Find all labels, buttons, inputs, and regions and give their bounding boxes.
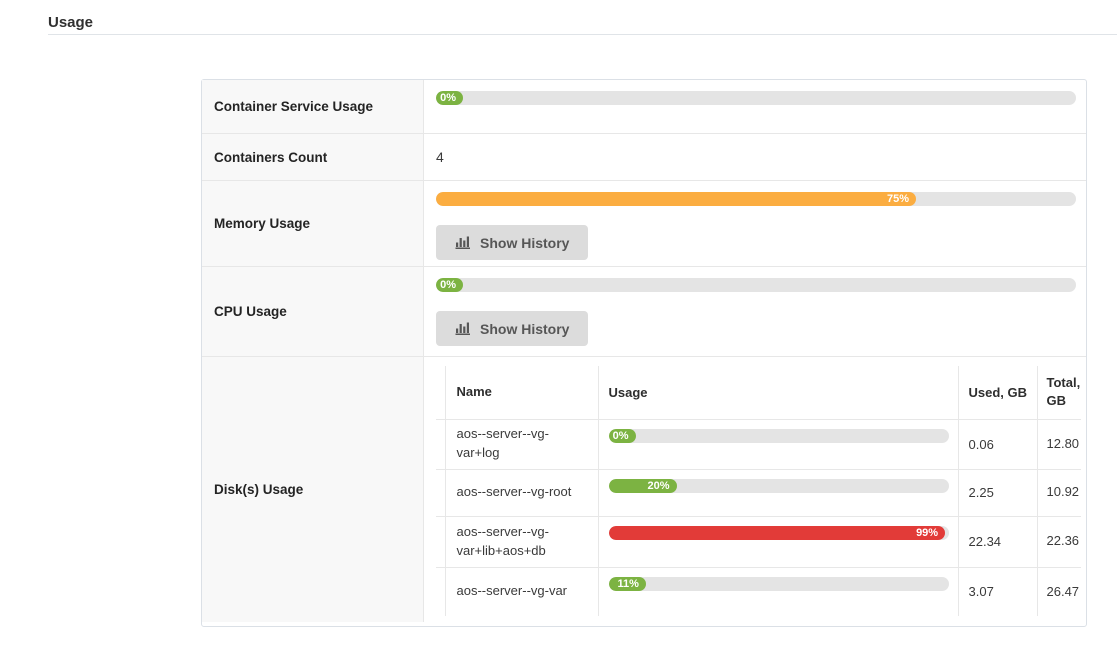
disk-table-row: aos--server--vg-root 20% 2.25 10.92 bbox=[436, 468, 1081, 516]
disk-usage-bar: 20% bbox=[608, 478, 949, 493]
disk-usage-bar: 0% bbox=[608, 428, 949, 443]
disks-usage-label: Disk(s) Usage bbox=[202, 357, 424, 622]
containers-count-content: 4 bbox=[424, 134, 1086, 180]
disk-total-gb: 26.47 bbox=[1036, 566, 1081, 616]
disk-name: aos--server--vg-var+lib+aos+db bbox=[444, 515, 598, 567]
disk-name: aos--server--vg-var bbox=[444, 566, 598, 616]
disk-used-gb: 2.25 bbox=[957, 468, 1037, 516]
containers-count-value: 4 bbox=[436, 149, 444, 165]
disk-used-gb: 3.07 bbox=[957, 566, 1037, 616]
disk-header-usage: Usage bbox=[597, 366, 958, 419]
disk-table-row: aos--server--vg-var+log 0% 0.06 12.80 bbox=[436, 418, 1081, 469]
disk-header-total-gb: Total, GB bbox=[1036, 366, 1081, 419]
cpu-usage-bar-fill: 0% bbox=[436, 278, 463, 292]
disk-table-row: aos--server--vg-var 11% 3.07 26.47 bbox=[436, 566, 1081, 616]
disk-usage-bar-fill: 11% bbox=[608, 576, 646, 591]
container-service-usage-bar: 0% bbox=[436, 91, 1076, 105]
cpu-usage-content: 0% Show History bbox=[424, 267, 1086, 356]
cpu-show-history-button[interactable]: Show History bbox=[436, 311, 589, 346]
usage-panel: Container Service Usage 0% Containers Co… bbox=[201, 79, 1087, 627]
histogram-icon bbox=[455, 236, 471, 249]
disk-total-gb: 10.92 bbox=[1036, 468, 1081, 516]
memory-show-history-button[interactable]: Show History bbox=[436, 225, 589, 260]
title-divider bbox=[48, 34, 1117, 35]
memory-usage-label: Memory Usage bbox=[202, 181, 424, 266]
histogram-icon bbox=[455, 322, 471, 335]
containers-count-label: Containers Count bbox=[202, 134, 424, 180]
disk-usage-cell: 99% bbox=[597, 515, 958, 567]
disk-total-gb: 22.36 bbox=[1036, 515, 1081, 567]
page-title: Usage bbox=[48, 14, 94, 31]
disk-header-used-gb: Used, GB bbox=[957, 366, 1037, 419]
disk-table-row: aos--server--vg-var+lib+aos+db 99% 22.34… bbox=[436, 515, 1081, 567]
memory-usage-bar: 75% bbox=[436, 192, 1076, 206]
disk-usage-bar: 99% bbox=[608, 525, 949, 540]
row-memory-usage: Memory Usage 75% bbox=[202, 180, 1086, 266]
container-service-usage-bar-fill: 0% bbox=[436, 91, 463, 105]
disk-usage-bar-fill: 99% bbox=[608, 525, 946, 540]
container-service-usage-content: 0% bbox=[424, 80, 1086, 133]
disk-header-gutter bbox=[436, 366, 445, 419]
memory-usage-bar-fill: 75% bbox=[436, 192, 916, 206]
disk-usage-bar-fill: 0% bbox=[608, 428, 636, 443]
container-service-usage-label: Container Service Usage bbox=[202, 80, 424, 133]
disk-usage-table: Name Usage Used, GB Total, GB aos--serve… bbox=[436, 366, 1081, 616]
row-cpu-usage: CPU Usage 0% bbox=[202, 266, 1086, 356]
disk-usage-bar-fill: 20% bbox=[608, 478, 677, 493]
disk-usage-cell: 11% bbox=[597, 566, 958, 616]
disk-table-header-row: Name Usage Used, GB Total, GB bbox=[436, 366, 1081, 419]
row-disks-usage: Disk(s) Usage Name Usage bbox=[202, 356, 1086, 622]
memory-usage-content: 75% Show History bbox=[424, 181, 1086, 266]
disks-usage-content: Name Usage Used, GB Total, GB aos--serve… bbox=[424, 357, 1086, 622]
disk-total-gb: 12.80 bbox=[1036, 418, 1081, 469]
disk-name: aos--server--vg-var+log bbox=[444, 418, 598, 469]
disk-usage-bar: 11% bbox=[608, 576, 949, 591]
memory-show-history-label: Show History bbox=[480, 234, 570, 251]
disk-used-gb: 0.06 bbox=[957, 418, 1037, 469]
disk-name: aos--server--vg-root bbox=[444, 468, 598, 516]
cpu-show-history-label: Show History bbox=[480, 320, 570, 337]
disk-usage-cell: 20% bbox=[597, 468, 958, 516]
disk-used-gb: 22.34 bbox=[957, 515, 1037, 567]
cpu-usage-bar: 0% bbox=[436, 278, 1076, 292]
disk-header-name: Name bbox=[444, 366, 598, 419]
row-containers-count: Containers Count 4 bbox=[202, 133, 1086, 180]
cpu-usage-label: CPU Usage bbox=[202, 267, 424, 356]
row-container-service-usage: Container Service Usage 0% bbox=[202, 80, 1086, 133]
disk-usage-cell: 0% bbox=[597, 418, 958, 469]
